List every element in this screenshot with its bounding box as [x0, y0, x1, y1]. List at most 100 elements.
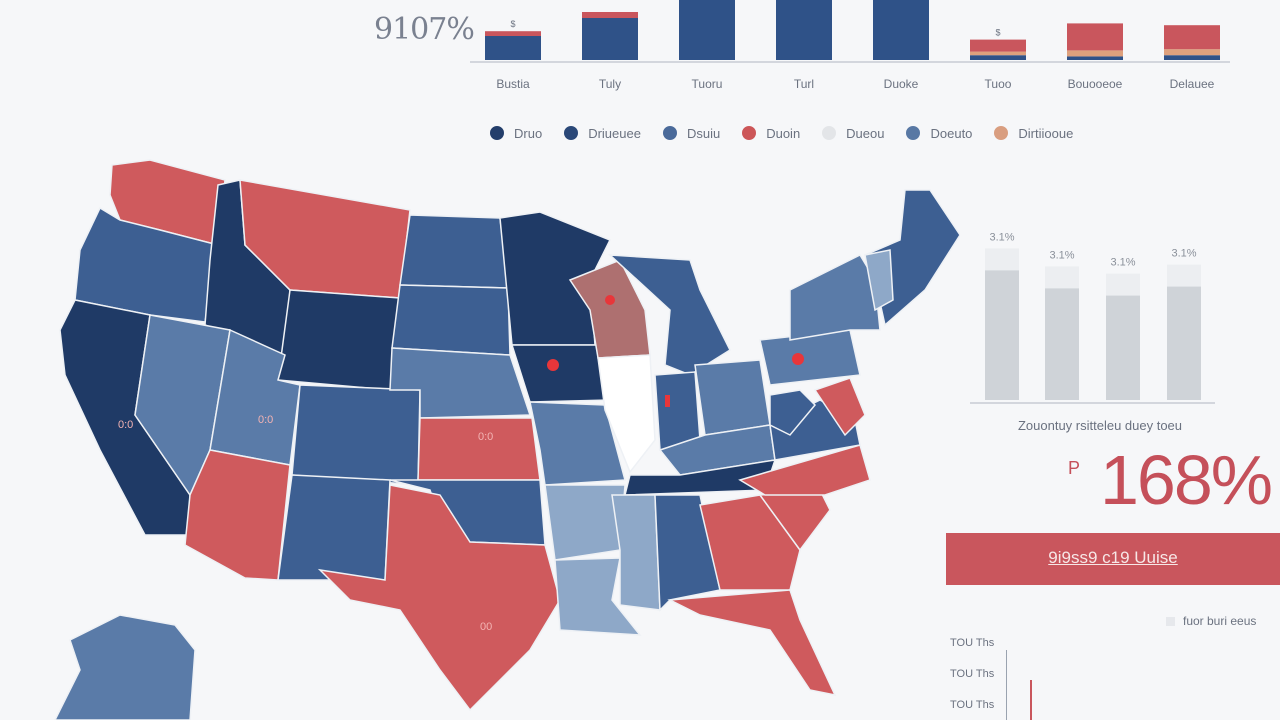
state-alaska[interactable]: [54, 614, 196, 720]
right-bar-label: 3.1%: [1049, 249, 1074, 261]
mini-axis-line: [1006, 650, 1007, 720]
banner-text: 9i9ss9 c19 Uuise: [1048, 548, 1178, 567]
right-bar-label: 3.1%: [989, 231, 1014, 243]
legend-dot: [662, 126, 677, 140]
legend-item: Duoin: [742, 122, 800, 144]
legend-dot: [742, 126, 757, 140]
legend-item: Dueou: [822, 122, 884, 144]
top-bar-blue: [485, 36, 541, 60]
top-bar-tan: [1067, 50, 1123, 57]
foot-legend-label: fuor buri eeus: [1183, 614, 1257, 628]
state-north-carolina[interactable]: [738, 444, 871, 496]
top-bar-category-label: Tuly: [599, 77, 621, 91]
top-bar-category-label: Tuoru: [692, 77, 723, 91]
top-bar-category-label: Tuoo: [985, 77, 1012, 91]
legend-label: Dsuiu: [686, 125, 721, 141]
legend-dot: [564, 126, 579, 140]
right-chart-caption: Zouontuy rsitteleu duey toeu: [1017, 418, 1183, 433]
legend-dot: [994, 126, 1009, 140]
top-bar-category-label: Bouooeoe: [1068, 77, 1123, 91]
map-marker-pennsylvania: [792, 353, 804, 365]
state-texas[interactable]: [317, 484, 561, 712]
top-bar-category-label: Turl: [794, 77, 814, 91]
map-marker-iowa: [547, 359, 559, 371]
state-illinois[interactable]: [597, 354, 656, 474]
legend-label: Dueou: [846, 125, 885, 141]
map-marker-wisconsin: [605, 295, 615, 305]
mini-chart: TOU Ths TOU Ths TOU Ths: [940, 625, 1060, 720]
legend: Druo Driueuee Dsuiu Duoin Dueou Doeuto Dirtiio…: [490, 122, 1210, 144]
legend-label: Duoin: [766, 125, 801, 141]
state-iowa[interactable]: [510, 344, 611, 403]
state-west-virginia[interactable]: [769, 389, 817, 436]
top-bar-category-label: Bustia: [496, 77, 530, 91]
right-bar-label: 3.1%: [1110, 257, 1135, 269]
top-bar-red: [1164, 25, 1220, 50]
state-maryland[interactable]: [813, 377, 866, 437]
top-bar-category-label: Delauee: [1170, 77, 1215, 91]
top-bar-blue: [1067, 56, 1123, 60]
state-florida[interactable]: [667, 589, 837, 697]
state-new-york[interactable]: [789, 254, 881, 341]
top-bar-blue: [776, 0, 832, 60]
state-south-dakota[interactable]: [391, 284, 511, 356]
right-bar-chart: 3.1% 3.1% 3.1% 3.1%: [970, 231, 1215, 404]
state-colorado[interactable]: [291, 384, 421, 486]
map-marker-indiana: [665, 395, 670, 407]
legend-label: Doeuto: [930, 125, 973, 141]
top-bar-blue: [582, 18, 638, 60]
map-label-california: 0:0: [118, 419, 133, 431]
banner[interactable]: 9i9ss9 c19 Uuise: [946, 533, 1280, 585]
state-new-mexico[interactable]: [277, 474, 391, 581]
state-georgia[interactable]: [699, 494, 801, 591]
big-percent: 168%: [1100, 441, 1273, 519]
state-north-dakota[interactable]: [399, 214, 509, 289]
top-bar-blue: [873, 0, 929, 60]
legend-dot: [490, 126, 504, 140]
legend-label: Driueuee: [588, 125, 641, 141]
top-bar-category-label: Duoke: [884, 77, 919, 91]
state-ohio[interactable]: [694, 359, 771, 436]
state-arizona[interactable]: [184, 449, 291, 581]
right-bar: [1167, 286, 1201, 400]
legend-item: Dirtiiooue: [994, 122, 1073, 144]
top-bar-blue: [679, 0, 735, 60]
top-bar-blue: [1164, 55, 1220, 60]
top-bar-value-label: $: [510, 19, 515, 29]
right-bar: [1106, 295, 1140, 400]
right-bar: [985, 270, 1019, 400]
mini-bar: [1030, 680, 1032, 720]
legend-item: Doeuto: [906, 122, 972, 144]
top-bar-tan: [1164, 49, 1220, 56]
state-wyoming[interactable]: [277, 289, 401, 391]
state-pennsylvania[interactable]: [759, 329, 861, 386]
foot-legend: fuor buri eeus: [1166, 614, 1256, 628]
map-label-utah: 0:0: [258, 414, 273, 426]
legend-item: Dsuiu: [662, 122, 721, 144]
big-percent-prefix: P: [1068, 458, 1081, 478]
legend-dot: [906, 126, 921, 140]
top-bar-red: [970, 39, 1026, 52]
state-vermont[interactable]: [864, 249, 894, 312]
state-louisiana[interactable]: [554, 557, 642, 636]
legend-item: Druo: [490, 122, 542, 144]
top-percent: 9107%: [374, 12, 475, 47]
mini-axis-label: TOU Ths: [950, 637, 995, 649]
right-bar: [1045, 288, 1079, 400]
state-michigan[interactable]: [607, 254, 731, 376]
legend-label: Druo: [514, 125, 543, 141]
mini-axis-label: TOU Ths: [950, 668, 995, 680]
top-bar-tan: [970, 51, 1026, 56]
legend-item: Driueuee: [564, 122, 641, 144]
top-bar-red: [485, 31, 541, 36]
right-bar-label: 3.1%: [1171, 248, 1196, 260]
top-bar-red: [582, 12, 638, 18]
state-missouri[interactable]: [529, 401, 626, 486]
state-mississippi[interactable]: [611, 494, 661, 611]
state-kansas[interactable]: [417, 417, 541, 481]
legend-dot: [822, 126, 837, 140]
map-label-texas: 00: [480, 621, 492, 633]
top-bar-red: [1067, 23, 1123, 51]
us-map: 0:0 0:0 0:0 00: [54, 159, 960, 720]
top-bar-chart: Bustia $ Tuly Tuoru Turl Duoke Tuoo $ Bouooeoe De…: [470, 0, 1230, 91]
